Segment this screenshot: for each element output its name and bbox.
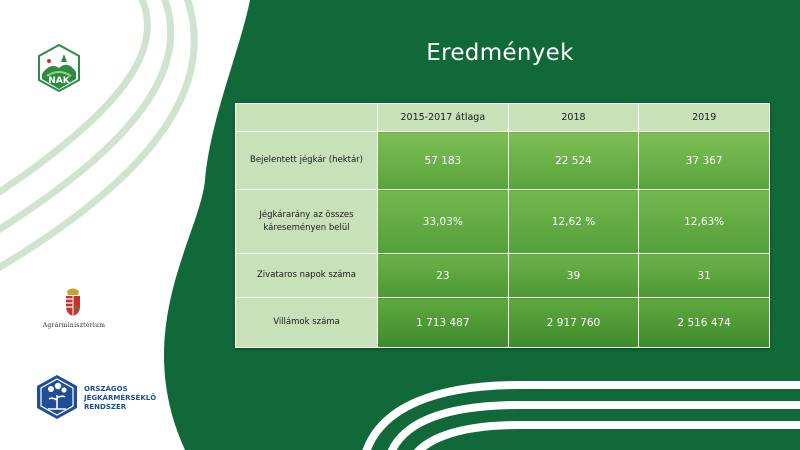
table-cell: 23 [377,253,509,298]
table-cell: 1 713 487 [377,297,509,348]
table-cell: 2 516 474 [638,297,770,348]
table-row: Bejelentett jégkár (hektár) 57 183 22 52… [235,131,770,190]
hail-system-name-line: JÉGKÁRMÉRSÉKLŐ [84,394,157,402]
nak-logo-text: NAK [48,76,70,86]
ministry-name: Agrárminisztérium [42,322,106,329]
nak-logo-icon [38,44,80,92]
header-cell-empty [235,103,378,132]
table-header-row: 2015-2017 átlaga 2018 2019 [235,103,770,132]
table-cell: 37 367 [638,131,770,190]
hail-system-badge-icon [37,375,77,419]
table-row: Jégkárarány az összes káreseményen belül… [235,189,770,254]
results-table: 2015-2017 átlaga 2018 2019 Bejelentett j… [235,103,770,348]
table-cell: 22 524 [507,131,640,190]
table-cell: 57 183 [377,131,509,190]
decorative-arcs [362,381,800,450]
decorative-stripes [0,0,198,272]
table-cell: 12,62 % [507,189,640,254]
hail-system-name-line: ORSZÁGOS [84,385,128,393]
row-label: Jégkárarány az összes káreseményen belül [235,189,378,254]
header-cell-2019: 2019 [638,103,770,132]
table-cell: 12,63% [638,189,770,254]
table-cell: 39 [507,253,640,298]
header-cell-average: 2015-2017 átlaga [377,103,509,132]
table-cell: 33,03% [377,189,509,254]
coat-of-arms-icon [66,288,80,316]
row-label: Zivataros napok száma [235,253,378,298]
row-label: Villámok száma [235,297,378,348]
row-label: Bejelentett jégkár (hektár) [235,131,378,190]
page-title: Eredmények [426,40,574,66]
hail-system-name: ORSZÁGOS JÉGKÁRMÉRSÉKLŐ RENDSZER [84,385,156,412]
table-row: Villámok száma 1 713 487 2 917 760 2 516… [235,297,770,348]
hail-system-name-line: RENDSZER [84,403,127,411]
header-cell-2018: 2018 [507,103,640,132]
table-cell: 31 [638,253,770,298]
table-cell: 2 917 760 [507,297,640,348]
table-row: Zivataros napok száma 23 39 31 [235,253,770,298]
